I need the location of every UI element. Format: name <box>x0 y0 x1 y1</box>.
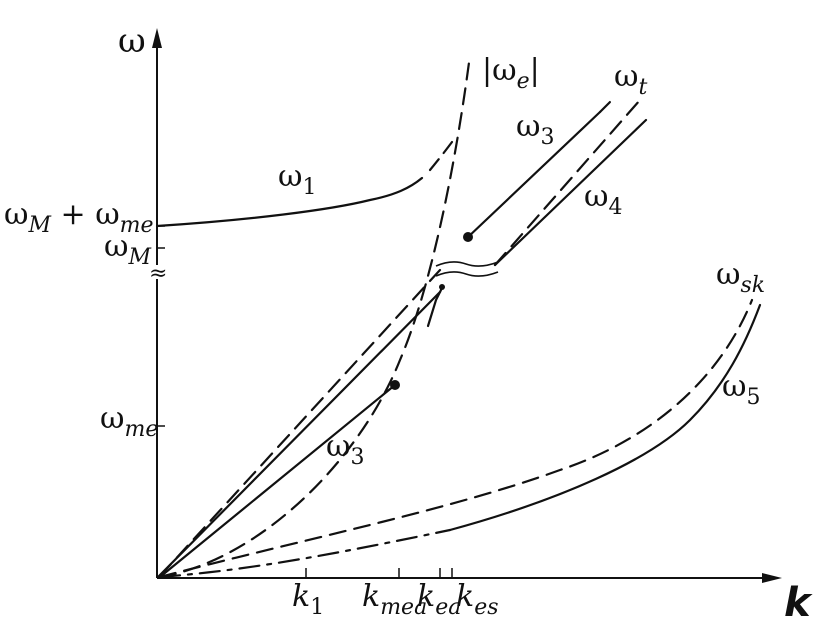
axes <box>152 28 782 583</box>
curve-omega-5-dashdot <box>158 528 452 579</box>
point-omega-3-upper-start <box>463 232 473 242</box>
curve-omega-3-lower <box>158 383 397 579</box>
y-axis-break-gap <box>150 265 164 279</box>
curves <box>155 53 762 579</box>
label-omega-sk: ωsk <box>716 257 765 298</box>
curve-omega-1 <box>155 176 424 228</box>
curve-omega-5 <box>448 303 762 532</box>
curve-omega-4-lower <box>156 290 442 579</box>
y-axis-arrow <box>152 28 162 48</box>
point-omega-3-lower-end <box>390 380 400 390</box>
x-label-kes: kes <box>456 579 499 620</box>
x-label-k1: k1 <box>292 579 324 620</box>
label-omega-e: |ωe| <box>482 53 540 94</box>
label-omega-4: ω4 <box>584 179 622 220</box>
break-marker-lower <box>435 271 499 277</box>
x-axis-arrow <box>762 573 782 583</box>
y-label-wm: ωM <box>104 229 151 270</box>
label-omega-t: ωt <box>614 59 647 100</box>
curve-omega-t-upper <box>493 98 642 267</box>
curve-omega-3-upper-dashed <box>598 98 614 114</box>
y-axis-break-symbol: ≈ <box>149 261 167 286</box>
curve-omega-1-dashed-continuation <box>428 140 454 172</box>
curve-omega-e <box>158 53 472 579</box>
curve-omega-sk <box>158 298 754 579</box>
curve-omega-3-upper <box>465 110 602 240</box>
label-omega-3-upper: ω3 <box>516 109 554 150</box>
label-omega-5: ω5 <box>722 369 760 410</box>
point-omega-3-crossing <box>439 284 445 290</box>
label-omega-3-lower: ω3 <box>326 429 364 470</box>
label-omega-1: ω1 <box>278 159 316 200</box>
y-label-wm-plus-wme: ωM + ωme <box>4 197 154 238</box>
curve-omega-4-upper <box>493 118 648 267</box>
y-label-wme: ωme <box>100 401 158 442</box>
curve-omega-t-lower <box>158 268 442 578</box>
x-axis-label: k <box>784 580 813 626</box>
break-marker-upper <box>435 261 499 267</box>
x-label-kea: kea <box>417 579 461 620</box>
x-label-kmea: kmea <box>362 579 427 620</box>
y-axis-label: ω <box>118 21 146 61</box>
line-break-markers <box>435 261 499 277</box>
curve-omega-3-crossing <box>426 286 444 328</box>
